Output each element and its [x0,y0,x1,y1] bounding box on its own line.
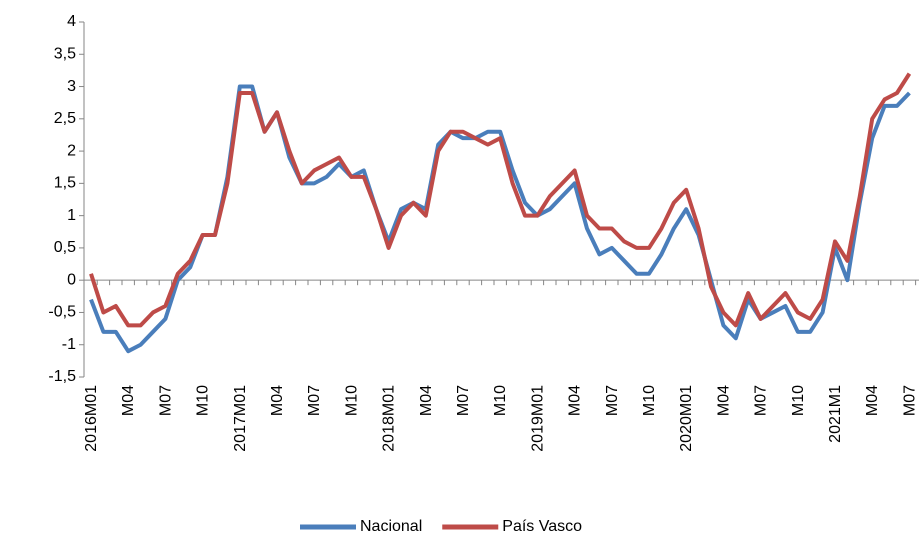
x-tick-label: M04 [567,385,584,416]
x-tick-label: M04 [715,385,732,416]
x-tick-label: M07 [604,385,621,416]
x-tick-label: M07 [455,385,472,416]
x-tick-label: 2021M1 [827,385,844,443]
x-tick-label: M10 [195,385,212,416]
y-tick-label: 3,5 [54,45,76,62]
x-tick-label: M04 [418,385,435,416]
x-tick-label: M10 [343,385,360,416]
y-tick-label: 2,5 [54,110,76,127]
x-tick-label: M04 [269,385,286,416]
y-tick-label: 0 [67,271,76,288]
x-tick-label: M10 [790,385,807,416]
y-tick-label: 0,5 [54,239,76,256]
x-tick-label: M10 [492,385,509,416]
x-tick-label: M07 [306,385,323,416]
y-tick-label: 4 [67,13,76,30]
series-line [89,84,911,354]
x-tick-label: 2017M01 [232,385,249,452]
y-tick-label: 2 [67,142,76,159]
legend-label: País Vasco [502,518,582,535]
legend-label: Nacional [360,518,422,535]
y-tick-label: 1,5 [54,175,76,192]
x-tick-label: 2016M01 [83,385,100,452]
x-tick-label: 2019M01 [529,385,546,452]
x-tick-label: M07 [753,385,770,416]
series-line [89,72,912,328]
x-tick-label: M10 [641,385,658,416]
x-tick-label: M04 [120,385,137,416]
y-tick-label: -1,5 [48,368,76,385]
x-tick-label: 2020M01 [678,385,695,452]
x-tick-label: M04 [864,385,881,416]
y-tick-label: 1 [67,207,76,224]
y-tick-label: -0,5 [48,304,76,321]
x-tick-label: 2018M01 [381,385,398,452]
y-tick-label: 3 [67,78,76,95]
y-tick-label: -1 [62,336,76,353]
x-tick-label: M07 [157,385,174,416]
x-tick-label: M07 [901,385,918,416]
